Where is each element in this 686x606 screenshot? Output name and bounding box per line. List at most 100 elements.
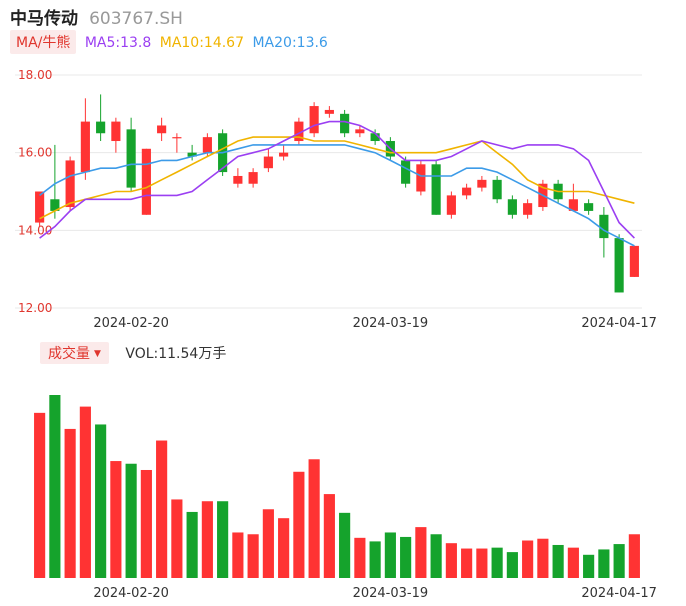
volume-bar bbox=[34, 412, 46, 578]
volume-bar bbox=[613, 544, 625, 578]
moving-average-lines bbox=[39, 120, 635, 247]
volume-bar bbox=[171, 499, 183, 578]
x-tick-label: 2024-03-19 bbox=[353, 316, 429, 331]
candle-body bbox=[584, 203, 594, 211]
candle-body bbox=[523, 203, 533, 215]
volume-value: VOL:11.54万手 bbox=[125, 346, 227, 362]
x-tick-label: 2024-04-17 bbox=[581, 586, 657, 601]
candle-body bbox=[507, 199, 517, 215]
volume-bar bbox=[125, 463, 137, 578]
volume-bar bbox=[49, 395, 61, 578]
volume-bar bbox=[598, 549, 610, 578]
volume-bars bbox=[34, 395, 640, 578]
volume-bar bbox=[522, 540, 534, 578]
volume-bar bbox=[384, 532, 396, 578]
candle-body bbox=[309, 106, 319, 134]
volume-legend: 成交量 ▼ VOL:11.54万手 bbox=[40, 342, 227, 364]
volume-bar bbox=[323, 494, 335, 578]
volume-bar bbox=[491, 547, 503, 578]
candle-body bbox=[446, 195, 456, 215]
y-tick-label: 14.00 bbox=[18, 223, 52, 237]
candle-body bbox=[355, 129, 365, 134]
volume-bar bbox=[506, 552, 518, 578]
candle-body bbox=[279, 152, 289, 157]
title-row: 中马传动 603767.SH bbox=[10, 4, 183, 29]
x-tick-label: 2024-04-17 bbox=[581, 316, 657, 331]
ma10-line bbox=[39, 136, 635, 220]
candle-body bbox=[187, 152, 197, 157]
volume-bar bbox=[110, 461, 122, 578]
volume-bar bbox=[369, 541, 381, 578]
ma5-line bbox=[39, 120, 635, 239]
volume-bar bbox=[583, 554, 595, 578]
candle-body bbox=[294, 121, 304, 142]
volume-bar bbox=[95, 424, 107, 578]
candle-body bbox=[248, 172, 258, 184]
volume-indicator-selector[interactable]: 成交量 ▼ bbox=[40, 342, 109, 364]
candle-body bbox=[629, 245, 639, 277]
volume-bar bbox=[354, 537, 366, 578]
candle-body bbox=[370, 133, 380, 142]
candle-body bbox=[233, 175, 243, 184]
volume-bar bbox=[156, 440, 168, 578]
volume-bar bbox=[567, 547, 579, 578]
volume-tab-label: 成交量 bbox=[48, 346, 90, 362]
candle-body bbox=[172, 137, 182, 139]
y-tick-label: 12.00 bbox=[18, 301, 52, 315]
candlesticks bbox=[35, 94, 639, 293]
volume-bar bbox=[537, 538, 549, 578]
candle-body bbox=[599, 214, 609, 239]
candle-body bbox=[263, 156, 273, 169]
volume-bar bbox=[552, 544, 564, 578]
volume-bar bbox=[247, 534, 259, 578]
candle-body bbox=[96, 121, 106, 134]
volume-bar bbox=[415, 527, 427, 578]
volume-bar bbox=[628, 534, 640, 578]
candle-body bbox=[614, 238, 624, 293]
candle-body bbox=[65, 160, 75, 208]
volume-bar bbox=[64, 428, 76, 578]
y-tick-label: 18.00 bbox=[18, 68, 52, 82]
candle-body bbox=[202, 137, 212, 153]
volume-bar bbox=[232, 532, 244, 578]
candle-body bbox=[568, 199, 578, 211]
candle-body bbox=[416, 164, 426, 192]
candle-body bbox=[324, 109, 334, 114]
candle-body bbox=[111, 121, 121, 142]
candle-body bbox=[462, 187, 472, 196]
candle-body bbox=[492, 179, 502, 200]
volume-bar bbox=[461, 548, 473, 578]
date-axis: 2024-02-20 2024-02-20 2024-03-19 2024-03-19… bbox=[93, 316, 657, 601]
candle-body bbox=[477, 179, 487, 188]
x-tick-label: 2024-02-20 bbox=[93, 586, 169, 601]
volume-bar bbox=[186, 511, 198, 578]
volume-bar bbox=[339, 512, 351, 578]
stock-name: 中马传动 bbox=[10, 9, 78, 29]
volume-bar bbox=[445, 543, 457, 578]
candle-body bbox=[141, 148, 151, 215]
caret-down-icon: ▼ bbox=[94, 349, 101, 359]
candle-body bbox=[340, 113, 350, 134]
price-grid bbox=[15, 74, 642, 309]
y-tick-label: 16.00 bbox=[18, 146, 52, 160]
volume-bar bbox=[476, 548, 488, 578]
candle-body bbox=[157, 125, 167, 134]
ma-type-selector[interactable]: MA/牛熊 bbox=[10, 30, 77, 54]
volume-bar bbox=[201, 501, 213, 578]
ma5-legend: MA5:13.8 bbox=[84, 35, 152, 51]
candle-body bbox=[50, 199, 60, 211]
ma10-legend: MA10:14.67 bbox=[159, 35, 245, 51]
volume-bar bbox=[217, 501, 229, 578]
volume-bar bbox=[430, 534, 442, 578]
ma20-line bbox=[39, 144, 635, 247]
volume-bar bbox=[293, 471, 305, 578]
volume-bar bbox=[400, 536, 412, 578]
ma-legend: MA/牛熊 MA5:13.8 MA10:14.67 MA20:13.6 bbox=[10, 30, 328, 54]
x-tick-label: 2024-02-20 bbox=[93, 316, 169, 331]
ma20-legend: MA20:13.6 bbox=[252, 35, 328, 51]
candle-body bbox=[126, 129, 136, 188]
volume-bar bbox=[278, 518, 290, 578]
price-axis: 18.00 16.00 14.00 12.00 bbox=[18, 68, 52, 315]
candle-body bbox=[431, 164, 441, 215]
